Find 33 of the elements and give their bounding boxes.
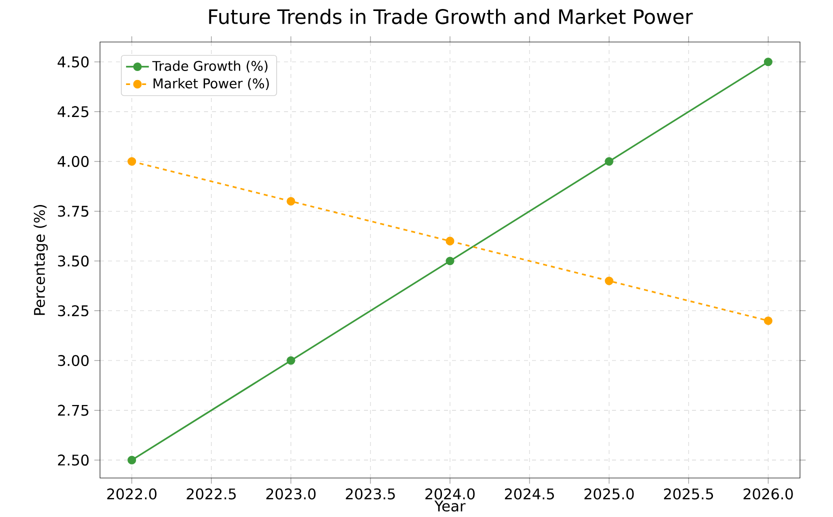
x-tick-label: 2024.5 <box>504 488 554 500</box>
x-tick-label: 2022.0 <box>107 488 156 500</box>
y-tick-label: 4.25 <box>58 106 88 118</box>
x-tick-label: 2023.5 <box>346 488 395 500</box>
y-tick-label: 3.75 <box>58 206 88 217</box>
point <box>446 256 454 266</box>
point <box>764 316 772 325</box>
x-tick-label: 2026.0 <box>744 488 793 500</box>
chart-title: Future Trends in Trade Growth and Market Power <box>209 8 693 24</box>
y-tick-label: 4.50 <box>58 56 89 68</box>
y-tick-label: 3.00 <box>58 354 89 366</box>
point <box>128 456 136 464</box>
point <box>286 356 296 365</box>
legend-label: Trade Growth (%) <box>152 60 268 73</box>
x-tick-label: 2022.5 <box>186 488 236 500</box>
y-axis-title: Percentage (%) <box>34 204 48 315</box>
y-tick-label: 3.25 <box>58 305 88 316</box>
y-tick-label: 4.00 <box>58 156 89 167</box>
y-tick-label: 3.50 <box>58 255 89 267</box>
x-tick-label: 2023.0 <box>266 488 316 500</box>
point <box>128 157 136 166</box>
y-tick-label: 2.75 <box>58 404 88 416</box>
x-tick-label: 2025.5 <box>664 488 713 500</box>
x-axis-title: Year <box>434 500 466 512</box>
point <box>604 276 614 286</box>
point <box>764 58 772 66</box>
point <box>604 157 614 166</box>
y-tick-label: 2.50 <box>58 454 89 466</box>
point <box>286 196 296 206</box>
legend-label: Market Power (%) <box>154 78 269 90</box>
x-tick-label: 2024.0 <box>425 488 475 500</box>
point <box>446 236 454 246</box>
x-tick-label: 2025.0 <box>584 488 634 500</box>
